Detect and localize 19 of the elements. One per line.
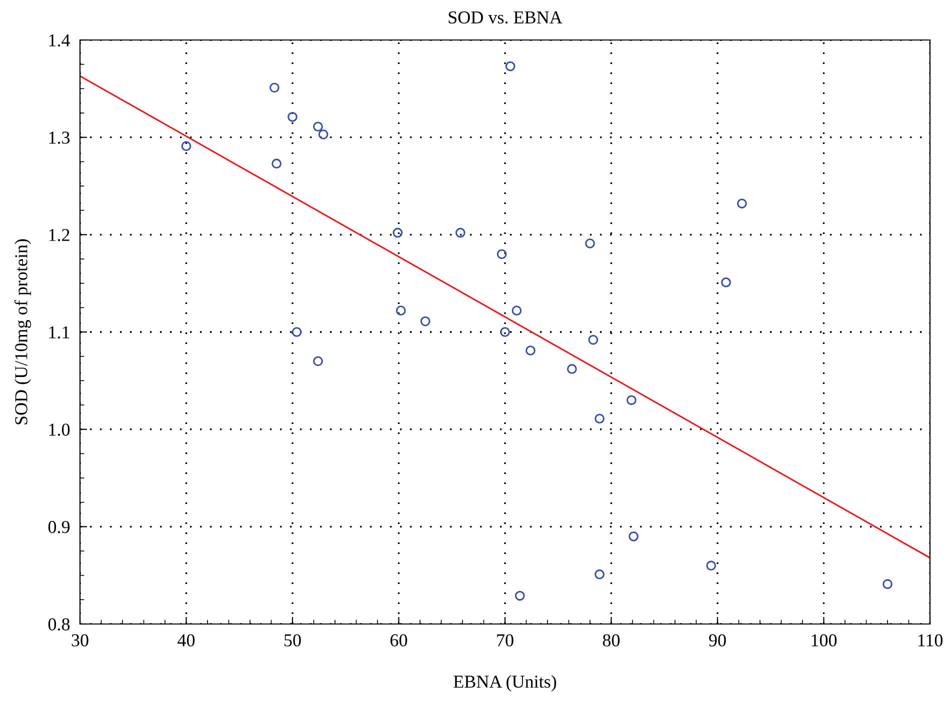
x-tick-label: 70 bbox=[497, 634, 514, 646]
y-tick-label: 0.9 bbox=[48, 520, 70, 534]
y-tick-label: 1.4 bbox=[49, 34, 70, 47]
y-tick-label: 1.2 bbox=[49, 228, 70, 242]
x-axis-title: EBNA (Units) bbox=[454, 675, 556, 692]
x-tick-label: 110 bbox=[918, 634, 943, 646]
y-axis-title: SOD (U/10mg of protein) bbox=[14, 239, 32, 424]
y-tick-label: 1.1 bbox=[49, 326, 70, 339]
y-tick-label: 1.3 bbox=[49, 132, 70, 144]
x-tick-label: 80 bbox=[602, 634, 620, 646]
x-tick-label: 40 bbox=[178, 634, 195, 646]
x-tick-label: 90 bbox=[709, 634, 726, 646]
y-tick-label: 1.0 bbox=[49, 424, 70, 436]
x-tick-label: 100 bbox=[812, 634, 837, 646]
x-tick-label: 30 bbox=[72, 634, 88, 646]
x-tick-label: 60 bbox=[390, 634, 408, 646]
chart-title: SOD vs. EBNA bbox=[448, 11, 562, 24]
x-tick-label: 50 bbox=[284, 634, 301, 646]
y-tick-label: 0.8 bbox=[48, 618, 70, 631]
